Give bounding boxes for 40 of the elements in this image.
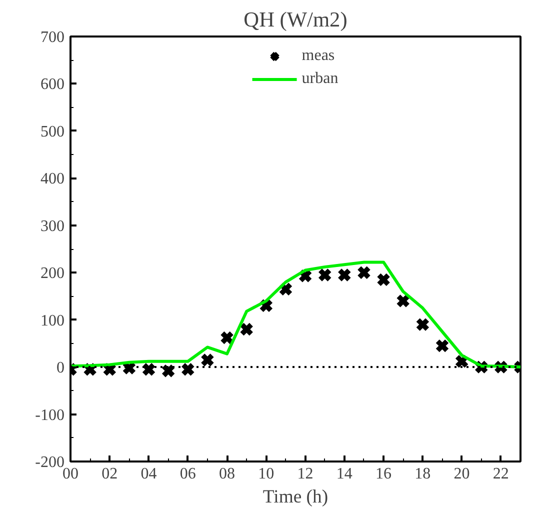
y-tick-label: 0 <box>56 360 64 377</box>
point <box>318 268 332 282</box>
x-tick-label: 22 <box>492 466 509 482</box>
x-tick-label: 16 <box>376 466 392 482</box>
y-tick-label: 300 <box>40 218 64 235</box>
point <box>416 317 430 332</box>
y-tick-label: 600 <box>40 76 64 94</box>
x-tick-label: 20 <box>454 466 470 482</box>
point <box>220 330 234 345</box>
point <box>396 294 410 308</box>
point <box>200 352 215 368</box>
x-tick-label: 06 <box>180 466 196 482</box>
point <box>161 364 176 378</box>
legend-label: urban <box>302 70 338 88</box>
point <box>356 266 372 280</box>
legend-label: meas <box>302 47 335 65</box>
y-tick-label: 500 <box>40 123 64 140</box>
x-tick-label: 14 <box>336 466 352 482</box>
x-axis-title: Time (h) <box>262 486 328 508</box>
y-tick-label: 100 <box>40 312 64 330</box>
y-tick-label: 700 <box>40 29 64 46</box>
x-tick-label: 00 <box>62 466 78 482</box>
x-tick-label: 02 <box>102 466 118 482</box>
x-tick-label: 08 <box>219 466 236 482</box>
line-series <box>70 260 520 369</box>
x-tick-label: 12 <box>297 466 314 482</box>
point <box>376 272 391 287</box>
y-tick-label: -100 <box>35 406 64 424</box>
point <box>180 362 195 377</box>
point <box>435 338 450 353</box>
y-tick-label: -200 <box>35 454 64 471</box>
point <box>142 362 156 377</box>
point <box>239 322 254 336</box>
y-tick-label: 400 <box>40 170 64 188</box>
x-tick-label: 10 <box>258 466 274 482</box>
point <box>337 268 352 282</box>
chart-title: QH (W/m2) <box>244 8 348 32</box>
y-tick-label: 200 <box>40 265 64 282</box>
x-tick-label: 18 <box>414 466 431 482</box>
x-tick-label: 04 <box>140 466 157 482</box>
